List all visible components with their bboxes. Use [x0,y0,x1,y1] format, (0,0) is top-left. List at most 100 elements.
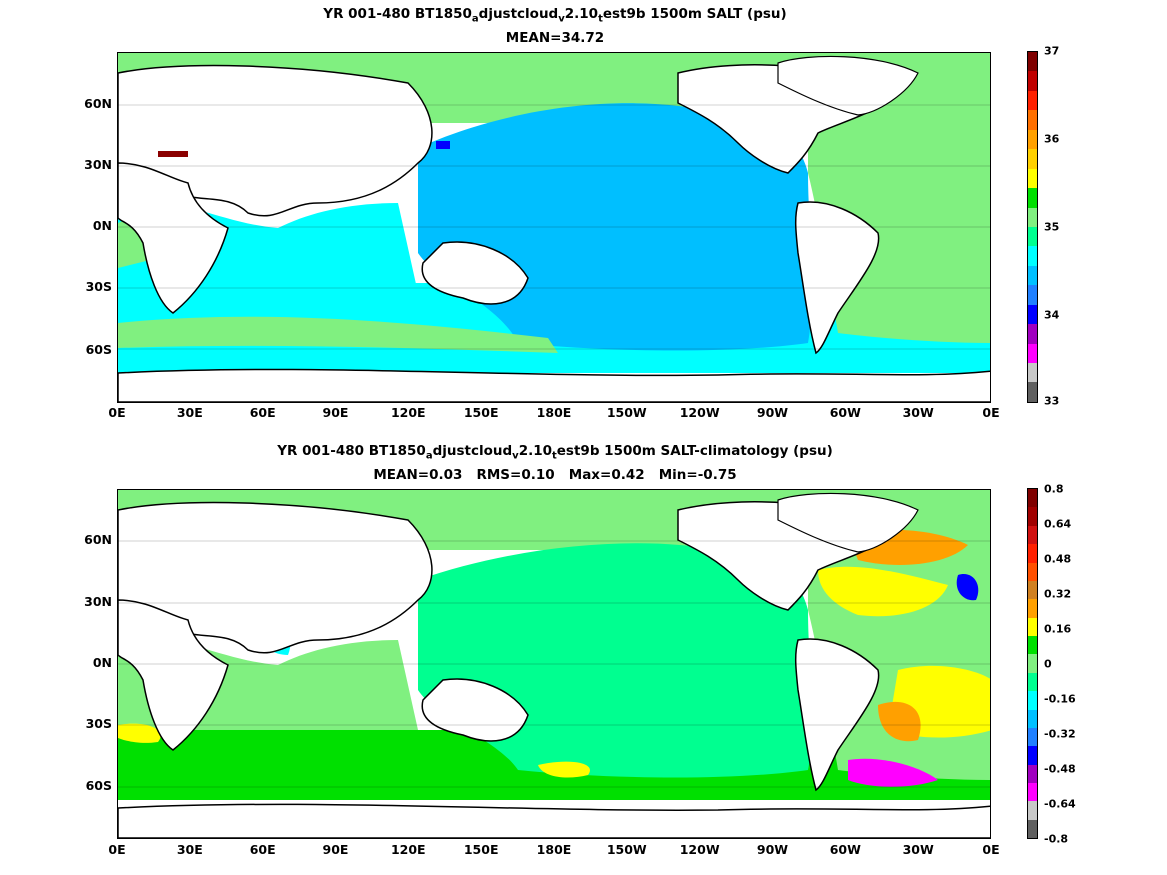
panel1-lon-90W: 90W [756,405,789,420]
panel2-lon-60W: 60W [829,842,861,857]
panel1-lon-90E: 90E [322,405,349,420]
colorbar-segment [1028,265,1037,286]
africa [118,599,229,751]
panel1-lon-150W: 150W [606,405,647,420]
panel2-lon-150W: 150W [606,842,647,857]
antarctica [118,368,990,402]
colorbar-segment [1028,363,1037,383]
africa [118,162,229,314]
colorbar-segment [1028,71,1037,91]
north-atlantic-pos [818,566,948,617]
colorbar-segment [1028,90,1037,111]
panel1-lon-60E: 60E [249,405,276,420]
colorbar-segment [1028,580,1037,600]
australia [421,241,529,305]
south-america [794,201,880,355]
panel1-title: YR 001-480 BT1850adjustcloudv2.10test9b … [323,6,787,25]
panel2-lat-60N: 60N [84,532,112,547]
colorbar-segment [1028,226,1037,247]
colorbar-segment [1028,764,1037,783]
colorbar-segment [1028,672,1037,692]
panel1-lon-30E: 30E [176,405,203,420]
panel2-lon-0E-end: 0E [982,842,1000,857]
panel1-lon-0E: 0E [108,405,126,420]
panel2-lon-120E: 120E [390,842,426,857]
colorbar-segment [1028,507,1037,526]
panel2-map [117,489,991,839]
panel2-cbar-0.32: 0.32 [1044,587,1072,601]
panel2-lat-0N: 0N [92,655,112,670]
colorbar-segment [1028,52,1037,72]
panel1-lon-60W: 60W [829,405,861,420]
mediterranean-sea [158,151,188,157]
greenland-arctic [777,55,919,116]
colorbar-segment [1028,617,1037,636]
panel2-lon-150E: 150E [463,842,499,857]
panel1-map [117,52,991,403]
southern-light-band [118,316,558,353]
panel2-title: YR 001-480 BT1850adjustcloudv2.10test9b … [277,443,833,462]
panel1-lat-30N: 30N [84,157,112,172]
panel1-colorbar [1027,51,1038,403]
panel1-subtitle: MEAN=34.72 [505,30,605,46]
colorbar-segment [1028,801,1037,820]
panel2-subtitle: MEAN=0.03 RMS=0.10 Max=0.42 Min=-0.75 [373,467,737,483]
colorbar-segment [1028,819,1037,839]
colorbar-segment [1028,691,1037,710]
colorbar-segment [1028,746,1037,765]
panel1-lat-60N: 60N [84,96,112,111]
australia [421,678,529,742]
panel2-cbar-neg0.32: -0.32 [1044,727,1076,741]
panel2-cbar-0.16: 0.16 [1044,622,1072,636]
weddell-magenta [848,758,938,787]
colorbar-segment [1028,544,1037,563]
japan-sea [436,141,450,149]
panel1-lat-30S: 30S [85,279,112,294]
panel2-lon-60E: 60E [249,842,276,857]
panel2-lon-30W: 30W [902,842,934,857]
panel1-lat-60S: 60S [85,342,112,357]
panel1-cbar-34: 34 [1044,308,1060,322]
panel2-lon-0E: 0E [108,842,126,857]
tasman-pos [538,761,590,778]
panel1-lon-120W: 120W [679,405,720,420]
panel1-lon-30W: 30W [902,405,934,420]
south-atlantic-warm [878,701,921,742]
colorbar-segment [1028,562,1037,581]
gulf-stream-neg [956,574,979,601]
agulhas-pos [118,723,161,743]
colorbar-segment [1028,727,1037,747]
colorbar-segment [1028,783,1037,802]
colorbar-segment [1028,525,1037,545]
panel2-lon-30E: 30E [176,842,203,857]
south-america [794,638,880,792]
panel1-cbar-37: 37 [1044,44,1060,58]
colorbar-segment [1028,207,1037,227]
panel1-lon-0E-end: 0E [982,405,1000,420]
panel2-cbar-0: 0 [1044,657,1052,671]
colorbar-segment [1028,489,1037,508]
colorbar-segment [1028,599,1037,618]
panel2-cbar-neg0.16: -0.16 [1044,692,1076,706]
panel1-cbar-35: 35 [1044,220,1060,234]
panel1-cbar-33: 33 [1044,394,1060,408]
panel1-cbar-36: 36 [1044,132,1060,146]
panel2-cbar-0.48: 0.48 [1044,552,1072,566]
panel2-cbar-neg0.64: -0.64 [1044,797,1076,811]
antarctica [118,803,990,838]
colorbar-segment [1028,129,1037,150]
panel2-cbar-neg0.48: -0.48 [1044,762,1076,776]
panel1-lat-0N: 0N [92,218,112,233]
colorbar-segment [1028,285,1037,305]
colorbar-segment [1028,382,1037,402]
panel2-cbar-0.8: 0.8 [1044,482,1064,496]
panel2-lon-90E: 90E [322,842,349,857]
colorbar-segment [1028,110,1037,130]
colorbar-segment [1028,654,1037,673]
greenland-arctic [777,492,919,553]
colorbar-segment [1028,168,1037,189]
colorbar-segment [1028,246,1037,266]
panel2-lat-30S: 30S [85,716,112,731]
colorbar-segment [1028,343,1037,363]
colorbar-segment [1028,709,1037,728]
